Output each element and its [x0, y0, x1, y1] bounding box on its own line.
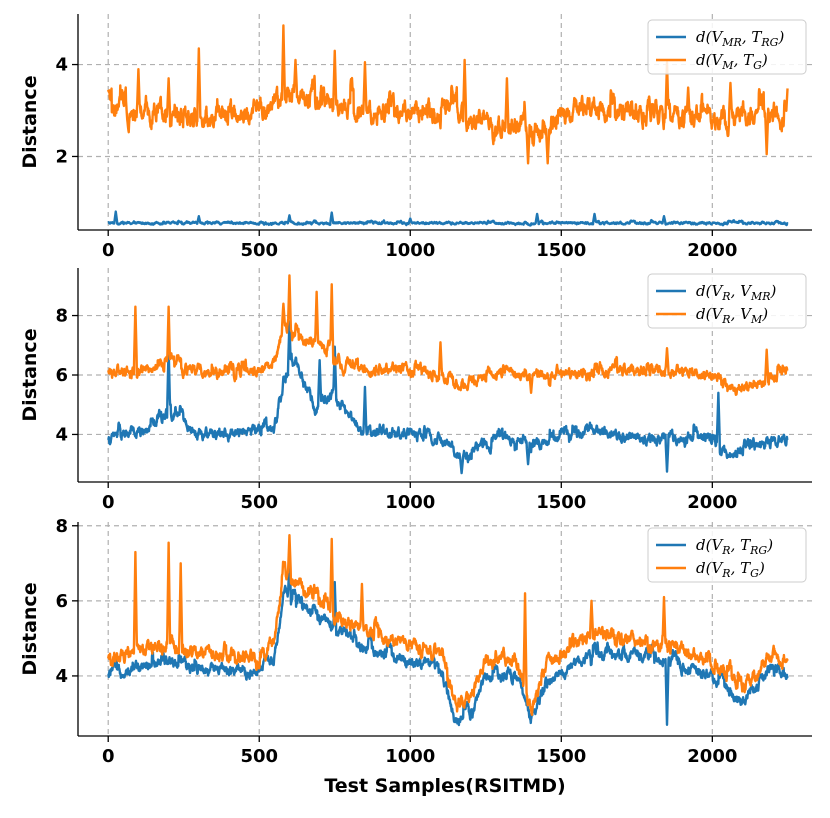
x-tick-label: 1000 [385, 746, 435, 767]
legend-label: d(VM, TG) [696, 51, 768, 72]
y-tick-label: 8 [55, 306, 68, 327]
x-tick-label: 0 [102, 492, 115, 513]
y-tick-label: 4 [55, 666, 68, 687]
x-tick-label: 0 [102, 746, 115, 767]
y-tick-label: 4 [55, 55, 68, 76]
legend-label: d(VR, VM) [696, 305, 768, 326]
series-line-2 [107, 274, 789, 396]
y-tick-label: 6 [55, 591, 68, 612]
legend-label: d(VMR, TRG) [696, 28, 784, 49]
y-axis-label: Distance [19, 328, 41, 421]
chart-panel-2: 0 500 1000 1500 2000 4 6 8 Distance d(VR, VMR)d(V… [19, 268, 812, 513]
legend-label: d(VR, TRG) [696, 536, 773, 557]
legend-label: d(VR, VMR) [696, 282, 777, 303]
series-line-2 [107, 24, 789, 165]
legend: d(VR, TRG)d(VR, TG) [647, 527, 807, 583]
y-tick-label: 4 [55, 424, 68, 445]
legend-frame [647, 273, 807, 329]
x-tick-label: 500 [240, 240, 278, 261]
legend-frame [647, 527, 807, 583]
x-tick-label: 2000 [687, 492, 737, 513]
x-tick-label: 0 [102, 240, 115, 261]
series-line-2 [107, 533, 789, 716]
chart-panel-1: 0 500 1000 1500 2000 2 4 Distance d(VMR, TRG)d(V… [19, 14, 812, 261]
legend: d(VMR, TRG)d(VM, TG) [647, 19, 807, 75]
legend-label: d(VR, TG) [696, 559, 765, 580]
x-tick-label: 1500 [536, 492, 586, 513]
y-tick-label: 8 [55, 516, 68, 537]
series-line-1 [107, 558, 789, 727]
x-tick-label: 1500 [536, 240, 586, 261]
x-tick-label: 1500 [536, 746, 586, 767]
series-line-1 [107, 320, 789, 475]
x-tick-label: 500 [240, 746, 278, 767]
chart-panel-3: 0 500 1000 1500 2000 4 6 8 Distance Test Samples(… [19, 516, 812, 797]
y-tick-label: 6 [55, 365, 68, 386]
y-tick-label: 2 [55, 146, 68, 167]
x-tick-label: 1000 [385, 492, 435, 513]
series-line-1 [107, 210, 789, 227]
y-axis-label: Distance [19, 75, 41, 168]
x-tick-label: 2000 [687, 240, 737, 261]
x-tick-label: 1000 [385, 240, 435, 261]
x-tick-label: 2000 [687, 746, 737, 767]
x-axis-label: Test Samples(RSITMD) [324, 775, 565, 797]
y-axis-label: Distance [19, 582, 41, 675]
legend: d(VR, VMR)d(VR, VM) [647, 273, 807, 329]
legend-frame [647, 19, 807, 75]
x-tick-label: 500 [240, 492, 278, 513]
